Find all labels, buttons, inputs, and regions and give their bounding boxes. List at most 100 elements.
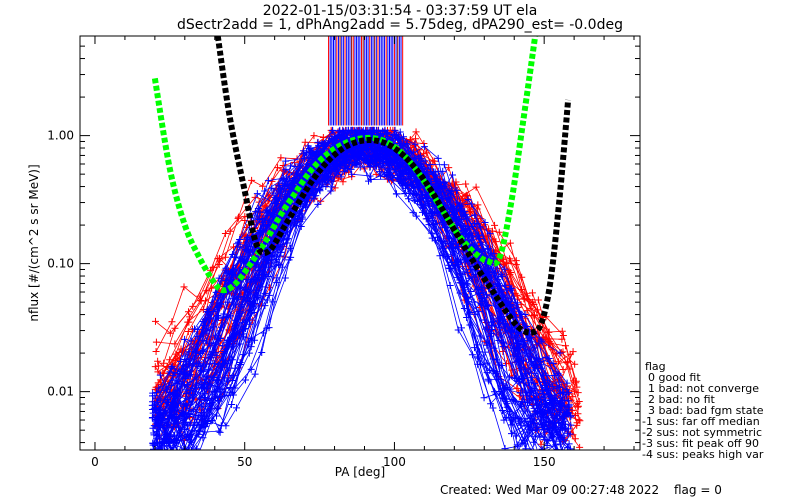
- data-point: [287, 162, 295, 170]
- data-point: [194, 452, 201, 459]
- data-point: [151, 363, 159, 371]
- data-point: [356, 163, 364, 171]
- data-trace: [156, 129, 569, 434]
- data-point: [159, 449, 161, 450]
- data-point: [481, 218, 489, 226]
- data-point: [543, 442, 551, 450]
- data-point: [221, 391, 229, 399]
- data-point: [166, 368, 174, 376]
- data-point: [367, 176, 375, 184]
- data-point: [192, 445, 200, 450]
- data-point: [572, 379, 580, 387]
- data-point: [420, 143, 428, 151]
- data-point: [562, 342, 570, 350]
- data-point: [210, 360, 218, 368]
- data-point: [148, 406, 156, 414]
- data-point: [196, 350, 204, 358]
- data-point: [183, 450, 190, 457]
- data-point: [447, 189, 455, 197]
- data-point: [448, 171, 456, 179]
- data-point: [328, 183, 336, 191]
- data-point: [420, 140, 428, 148]
- data-point: [156, 371, 164, 379]
- data-point: [160, 359, 168, 367]
- data-point: [571, 360, 579, 368]
- data-point: [512, 432, 520, 440]
- data-point: [548, 394, 556, 402]
- data-point: [569, 348, 577, 356]
- data-point: [314, 200, 322, 208]
- data-point: [292, 221, 300, 229]
- data-point: [262, 224, 270, 232]
- data-point: [166, 356, 174, 364]
- data-point: [198, 400, 206, 408]
- data-point: [502, 260, 510, 268]
- data-point: [497, 333, 505, 341]
- data-point: [507, 416, 515, 424]
- data-point: [186, 420, 194, 428]
- data-point: [196, 292, 204, 300]
- legend: flag 0 good fit 1 bad: not converge 2 ba…: [642, 360, 764, 461]
- data-point: [530, 447, 532, 450]
- data-point: [209, 263, 217, 271]
- data-point: [567, 421, 575, 429]
- data-point: [474, 353, 482, 361]
- data-point: [463, 199, 471, 207]
- data-point: [475, 308, 483, 316]
- data-point: [518, 273, 526, 281]
- data-point: [154, 379, 162, 387]
- data-point: [296, 171, 304, 179]
- data-point: [484, 244, 492, 252]
- data-point: [180, 452, 187, 459]
- data-point: [307, 145, 315, 153]
- chart-title: 2022-01-15/03:31:54 - 03:37:59 UT ela: [263, 3, 538, 19]
- data-point: [366, 172, 374, 180]
- data-point: [256, 208, 264, 216]
- data-point: [235, 238, 243, 246]
- data-point: [253, 190, 261, 198]
- data-point: [507, 430, 515, 438]
- data-point: [485, 377, 493, 385]
- data-point: [573, 421, 581, 429]
- data-point: [229, 391, 237, 399]
- data-point: [444, 252, 452, 260]
- data-point: [300, 154, 308, 162]
- data-point: [563, 379, 571, 387]
- data-point: [154, 357, 162, 365]
- data-point: [184, 327, 192, 335]
- data-point: [514, 442, 522, 450]
- data-point: [222, 422, 230, 430]
- data-point: [462, 180, 470, 188]
- data-point: [412, 128, 420, 136]
- data-point: [498, 394, 506, 402]
- data-point: [560, 437, 568, 445]
- x-axis-label: PA [deg]: [335, 465, 385, 479]
- data-point: [170, 452, 177, 459]
- y-axis-label: nflux [#/(cm^2 s sr MeV)]: [27, 164, 41, 321]
- data-point: [491, 221, 499, 229]
- data-point: [322, 182, 330, 190]
- data-point: [478, 284, 486, 292]
- data-point: [187, 438, 195, 446]
- data-point: [152, 348, 160, 356]
- data-point: [159, 449, 161, 450]
- data-point: [182, 452, 189, 459]
- data-point: [411, 140, 419, 148]
- data-point: [228, 342, 236, 350]
- data-point: [522, 445, 530, 450]
- x-tick-label: 100: [383, 455, 406, 469]
- data-point: [467, 287, 475, 295]
- data-point: [265, 324, 273, 332]
- data-point: [178, 452, 185, 459]
- data-point: [566, 445, 574, 450]
- data-point: [258, 295, 266, 303]
- x-tick-label: 0: [91, 455, 99, 469]
- data-point: [171, 340, 179, 348]
- data-point: [565, 440, 573, 448]
- data-point: [300, 150, 308, 158]
- data-point: [286, 244, 294, 252]
- data-point: [166, 452, 173, 459]
- data-point: [151, 317, 159, 325]
- data-point: [222, 264, 230, 272]
- data-point: [538, 364, 546, 372]
